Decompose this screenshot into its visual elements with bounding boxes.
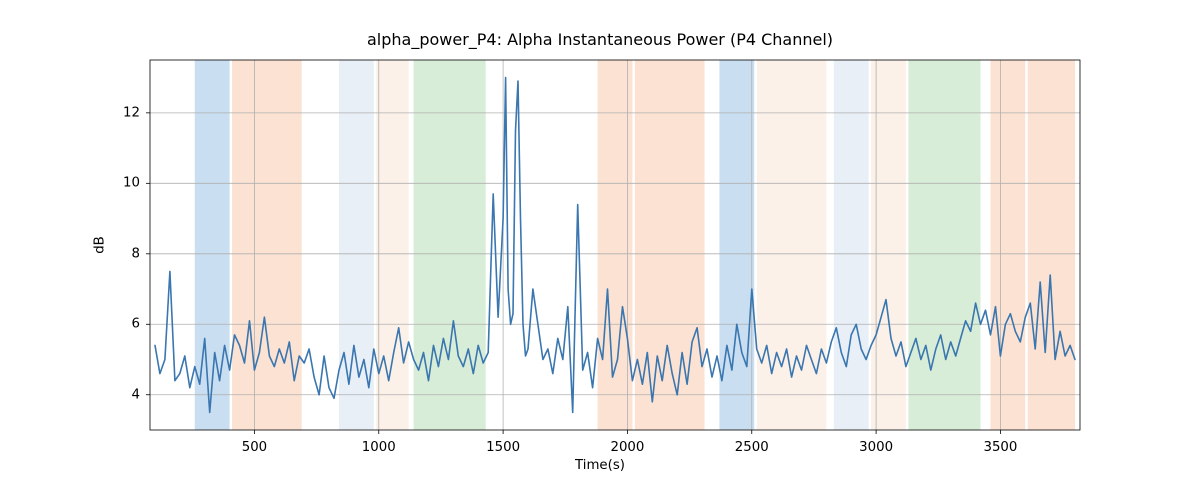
y-tick-label: 12 <box>123 105 140 120</box>
chart-figure: alpha_power_P4: Alpha Instantaneous Powe… <box>0 0 1200 500</box>
y-tick-label: 6 <box>132 317 140 332</box>
x-tick-label: 3000 <box>859 440 893 455</box>
x-tick-label: 500 <box>242 440 267 455</box>
x-tick-label: 2000 <box>610 440 644 455</box>
plot-canvas <box>0 0 1200 500</box>
y-tick-label: 10 <box>123 176 140 191</box>
y-tick-label: 4 <box>132 387 140 402</box>
y-tick-label: 8 <box>132 246 140 261</box>
x-tick-label: 2500 <box>735 440 769 455</box>
x-tick-label: 1500 <box>486 440 520 455</box>
x-tick-label: 3500 <box>983 440 1017 455</box>
x-tick-label: 1000 <box>362 440 396 455</box>
